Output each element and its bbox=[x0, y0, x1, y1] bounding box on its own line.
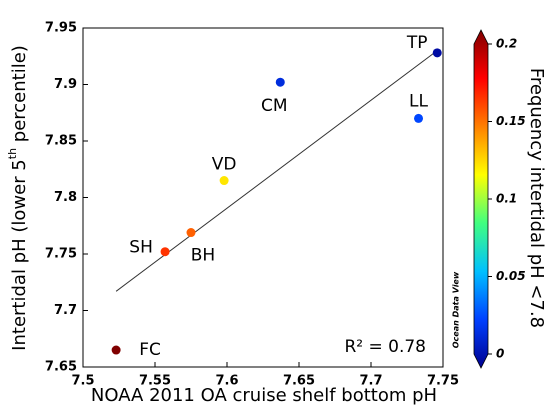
y-tick-label: 7.65 bbox=[45, 360, 77, 375]
x-axis-label: NOAA 2011 OA cruise shelf bottom pH bbox=[91, 385, 437, 406]
colorbar-tick-label: 0.05 bbox=[496, 269, 526, 283]
watermark: Ocean Data View bbox=[452, 271, 461, 348]
x-tick-label: 7.5 bbox=[71, 374, 94, 389]
y-axis-label-sup: th bbox=[6, 148, 19, 159]
point-label: FC bbox=[139, 340, 161, 360]
x-tick-label: 7.55 bbox=[139, 374, 171, 389]
point bbox=[219, 176, 229, 186]
x-tick-label: 7.6 bbox=[215, 374, 238, 389]
point-label: CM bbox=[261, 96, 288, 116]
colorbar-label: Frequency intertidal pH <7.8 bbox=[526, 68, 547, 328]
y-tick-label: 7.8 bbox=[54, 190, 77, 205]
annotation: R² = 0.78 bbox=[344, 337, 426, 357]
colorbar-tick-label: 0.1 bbox=[496, 192, 517, 206]
y-axis-label: Intertidal pH (lower 5th percentile) bbox=[6, 45, 30, 351]
y-axis-label-part: Intertidal pH (lower 5 bbox=[9, 159, 30, 351]
point bbox=[432, 48, 442, 58]
colorbar bbox=[473, 29, 489, 369]
y-axis-label-part: percentile) bbox=[9, 45, 30, 148]
point-label: SH bbox=[129, 238, 153, 258]
x-tick-label: 7.75 bbox=[427, 374, 459, 389]
point bbox=[111, 345, 121, 355]
point bbox=[414, 113, 424, 123]
point bbox=[186, 228, 196, 238]
fit-line bbox=[115, 50, 438, 292]
point-label: TP bbox=[406, 33, 428, 53]
colorbar-tick-label: 0.2 bbox=[496, 37, 517, 51]
x-tick-label: 7.7 bbox=[359, 374, 382, 389]
y-tick-label: 7.75 bbox=[45, 247, 77, 262]
y-tick-label: 7.7 bbox=[54, 303, 77, 318]
point-label: VD bbox=[212, 155, 237, 175]
point bbox=[275, 77, 285, 87]
colorbar-tick-label: 0.15 bbox=[496, 114, 526, 128]
colorbar-tick-label: 0 bbox=[496, 347, 504, 361]
point bbox=[160, 247, 170, 257]
point-label: LL bbox=[409, 91, 428, 111]
y-tick-label: 7.85 bbox=[45, 134, 77, 149]
point-label: BH bbox=[191, 246, 215, 266]
y-tick-label: 7.95 bbox=[45, 21, 77, 36]
plot-frame bbox=[82, 27, 444, 368]
y-tick-label: 7.9 bbox=[54, 77, 77, 92]
x-tick-label: 7.65 bbox=[283, 374, 315, 389]
